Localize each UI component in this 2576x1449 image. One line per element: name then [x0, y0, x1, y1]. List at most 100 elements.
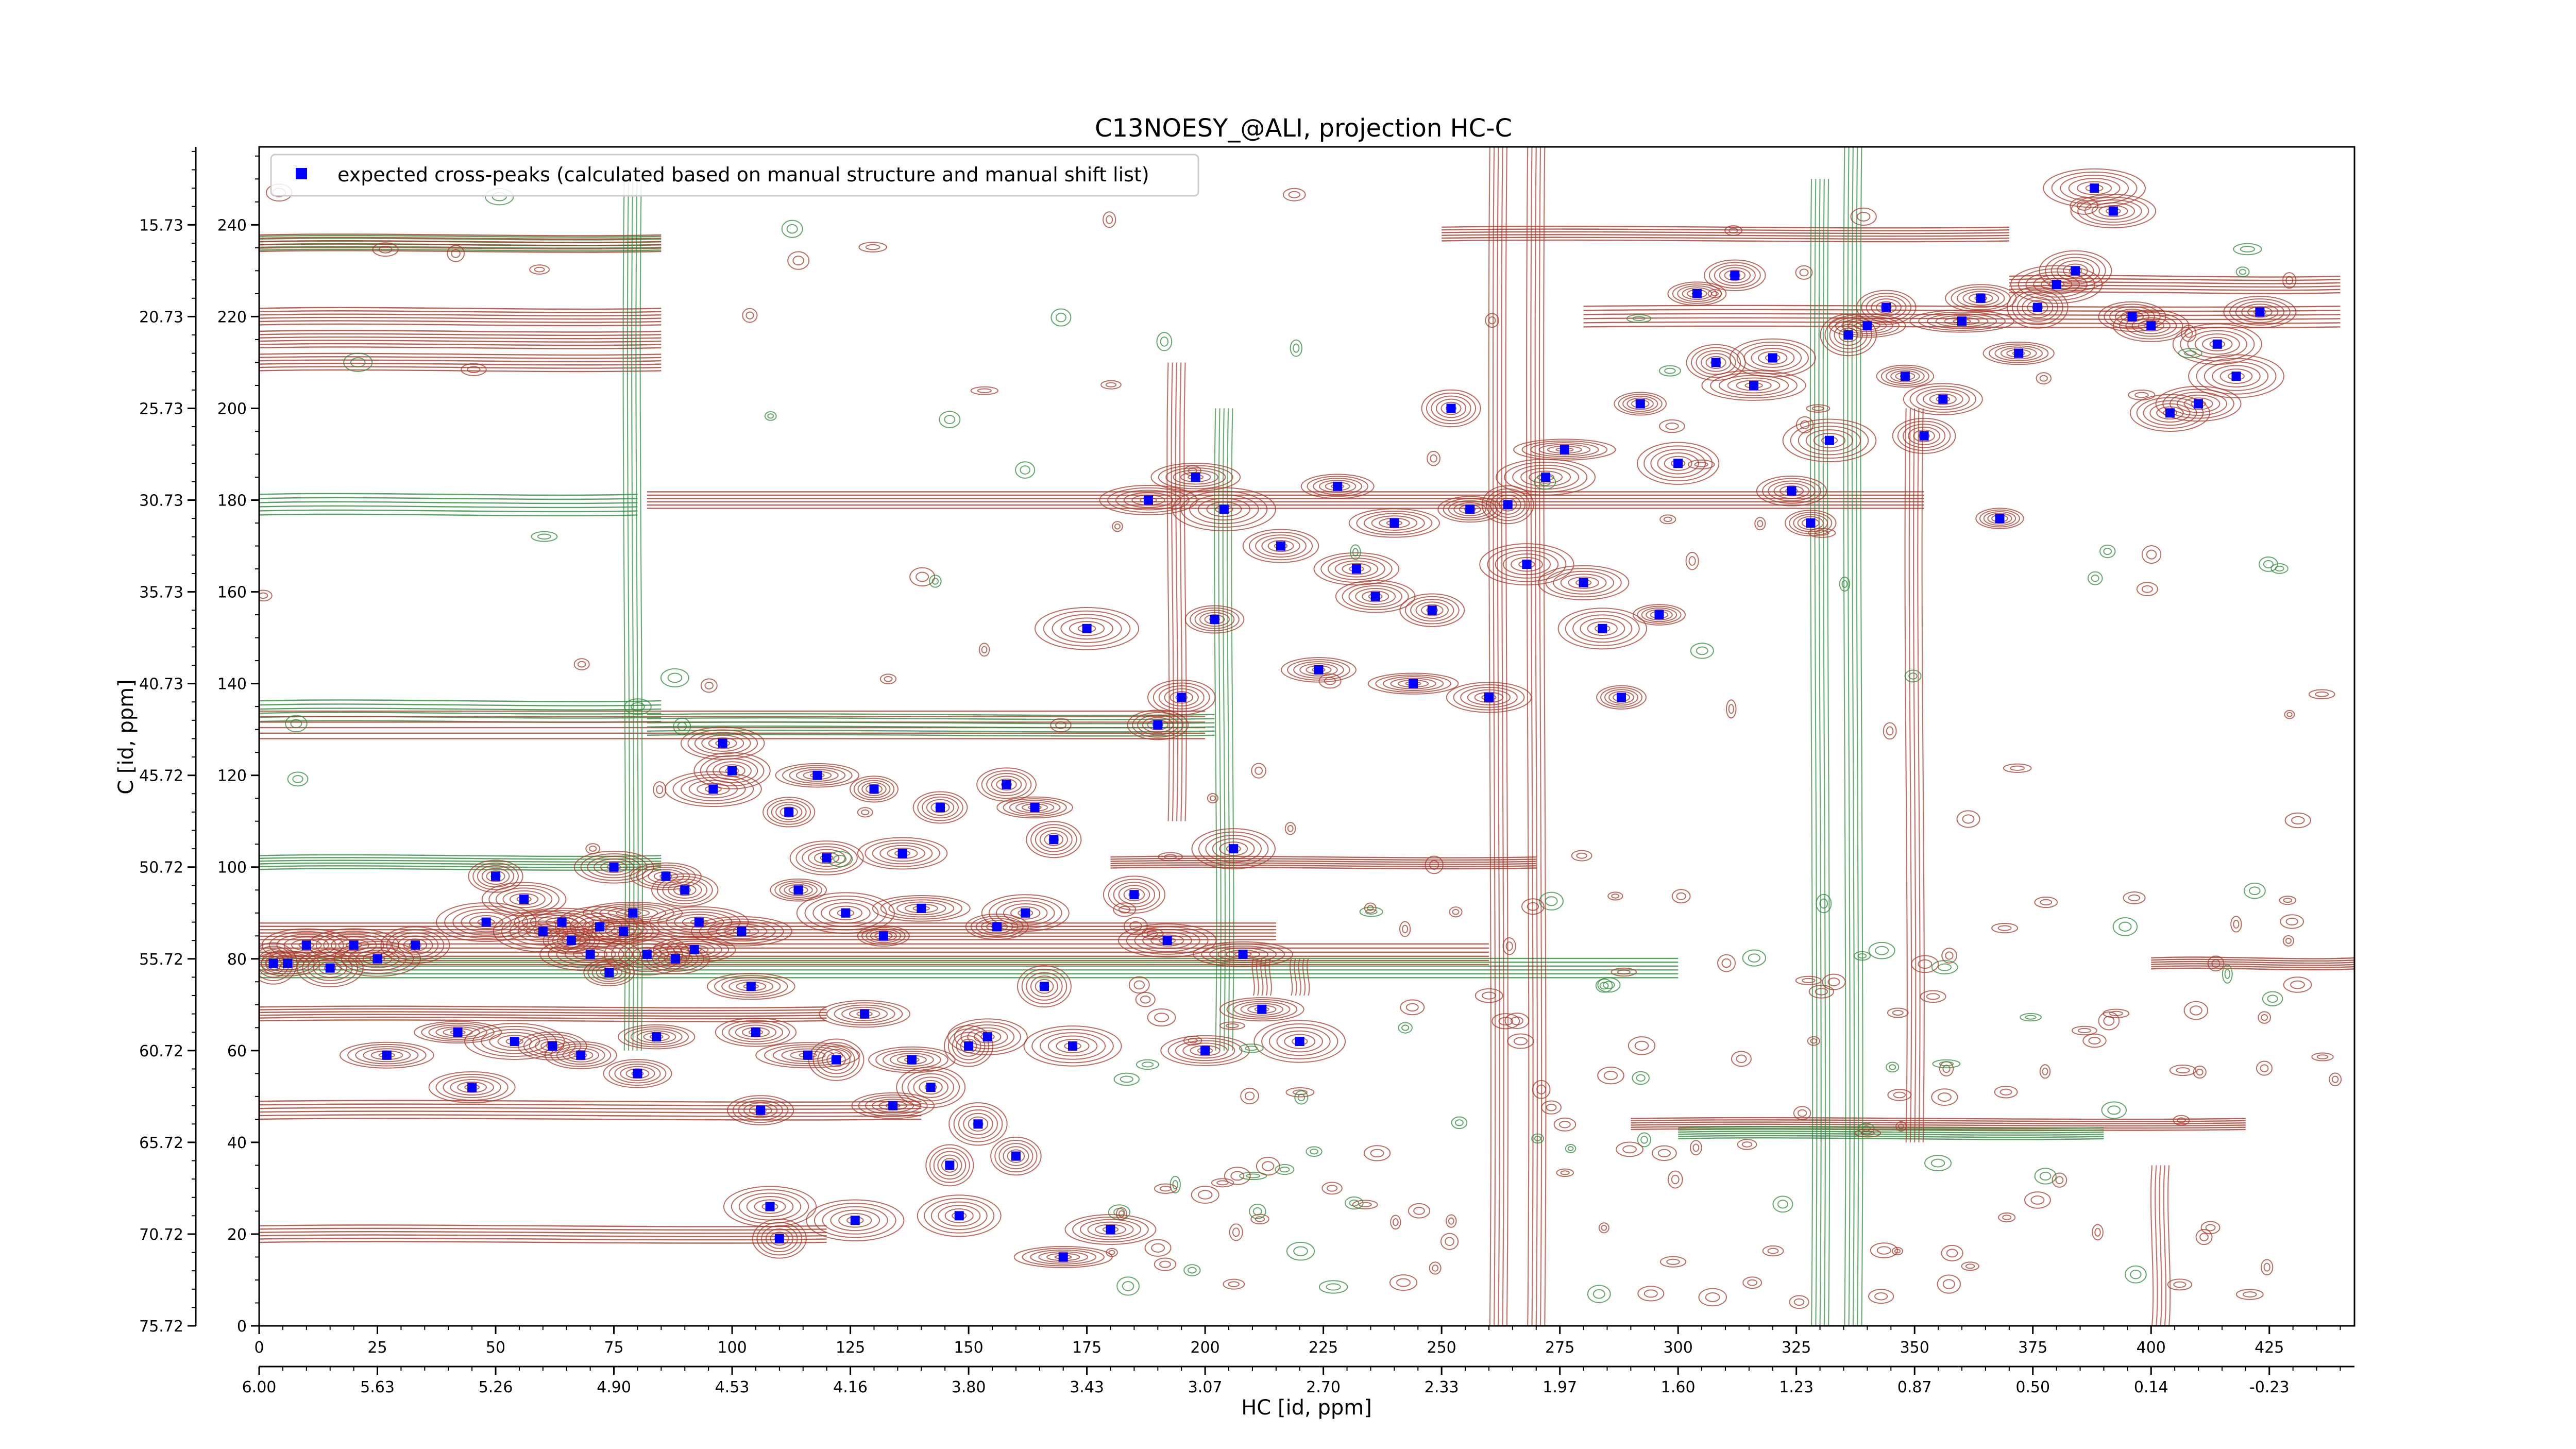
- contour-peak: [673, 884, 697, 896]
- contour-noise: [2002, 1215, 2012, 1220]
- contour-peak: [1909, 385, 1977, 413]
- x-ppm-tick-label: 5.26: [479, 1378, 513, 1396]
- contour-noise: [2180, 325, 2197, 342]
- contour-peak: [1704, 259, 1766, 292]
- contour-peak: [2223, 296, 2297, 328]
- contour-noise: [1284, 822, 1296, 835]
- contour-streak: [259, 246, 662, 250]
- contour-streak: [1260, 958, 1264, 996]
- contour-noise: [1946, 1249, 1958, 1258]
- contour-noise: [1164, 854, 1177, 860]
- contour-noise: [1154, 1013, 1170, 1022]
- contour-noise: [1020, 465, 1030, 475]
- contour-noise: [931, 578, 939, 585]
- contour-streak: [1218, 408, 1222, 1051]
- contour-peak: [861, 926, 906, 945]
- contour-noise: [2261, 1014, 2268, 1021]
- contour-streak: [1543, 147, 1547, 1326]
- contour-peak: [1790, 422, 1869, 459]
- contour-peak: [2183, 397, 2213, 410]
- contour-peak: [849, 776, 899, 803]
- contour-noise: [1636, 1074, 1646, 1082]
- contour-peak: [1520, 467, 1571, 487]
- contour-peak: [1132, 712, 1184, 738]
- contour-noise: [2010, 765, 2025, 771]
- x-ppm-tick-label: 2.33: [1425, 1378, 1459, 1396]
- contour-noise: [1114, 523, 1121, 530]
- contour-peak: [435, 1074, 509, 1101]
- contour-noise: [1800, 420, 1810, 430]
- contour-peak: [2194, 333, 2240, 355]
- cross-peak-marker: [633, 1069, 642, 1079]
- contour-noise: [2258, 1011, 2272, 1024]
- contour-peak: [841, 1006, 888, 1021]
- y-ppm-tick-label: 55.72: [139, 951, 183, 969]
- cross-peak-marker: [1082, 624, 1092, 633]
- contour-peak: [2125, 314, 2177, 337]
- contour-peak: [1758, 351, 1788, 365]
- contour-peak: [721, 1020, 790, 1045]
- contour-noise: [2183, 1001, 2209, 1020]
- contour-noise: [1118, 905, 1131, 914]
- contour-peak: [925, 1144, 974, 1187]
- contour-peak: [1604, 689, 1638, 706]
- contour-peak: [1194, 610, 1235, 629]
- cross-peak-marker: [1749, 380, 1759, 390]
- contour-noise: [588, 846, 597, 852]
- contour-noise: [1521, 898, 1545, 915]
- contour-noise: [1868, 941, 1895, 959]
- contour-streak: [1171, 362, 1174, 821]
- contour-streak: [1442, 237, 2009, 240]
- contour-peak: [1987, 513, 2012, 524]
- contour-peak: [2070, 194, 2157, 228]
- contour-noise: [1941, 1244, 1963, 1261]
- cross-peak-marker: [888, 1101, 898, 1110]
- y-ppm-tick-label: 40.73: [139, 676, 183, 694]
- contour-peak: [872, 842, 933, 865]
- contour-noise: [1545, 896, 1558, 906]
- contour-peak: [1667, 281, 1727, 306]
- contour-peak: [1379, 517, 1410, 529]
- contour-peak: [1226, 999, 1298, 1020]
- contour-noise: [1898, 1123, 1904, 1130]
- contour-peak: [883, 1051, 941, 1069]
- cross-peak-marker: [268, 958, 278, 968]
- contour-noise: [1945, 951, 1954, 960]
- contour-peak: [1892, 417, 1956, 454]
- contour-peak: [259, 942, 298, 985]
- contour-noise: [1816, 894, 1832, 914]
- contour-noise: [2261, 1259, 2274, 1276]
- contour-streak: [647, 490, 1924, 494]
- contour-peak: [1782, 418, 1877, 463]
- contour-noise: [1352, 1200, 1378, 1209]
- contour-peak: [865, 1097, 921, 1115]
- contour-peak: [1118, 885, 1150, 905]
- contour-peak: [857, 780, 891, 799]
- contour-noise: [2195, 1229, 2213, 1245]
- contour-streak: [259, 243, 662, 246]
- contour-peak: [428, 1071, 516, 1104]
- contour-peak: [968, 1116, 989, 1132]
- contour-peak: [1362, 591, 1389, 602]
- contour-noise: [2311, 1052, 2334, 1062]
- contour-noise: [1401, 1024, 1410, 1031]
- contour-noise: [1445, 1237, 1454, 1246]
- contour-noise: [1601, 1225, 1607, 1231]
- contour-peak: [355, 1046, 419, 1065]
- contour-noise: [1811, 406, 1825, 411]
- contour-streak: [259, 1107, 922, 1110]
- cross-peak-marker: [538, 926, 548, 936]
- cross-peak-marker: [945, 1160, 955, 1170]
- contour-noise: [1807, 1036, 1820, 1046]
- contour-noise: [1870, 1242, 1898, 1258]
- contour-peak: [1650, 449, 1706, 478]
- contour-peak: [1453, 684, 1525, 711]
- contour-peak: [1494, 495, 1521, 515]
- contour-noise: [2003, 763, 2032, 773]
- contour-noise: [1657, 1149, 1671, 1157]
- contour-peak: [1614, 392, 1667, 416]
- contour-peak: [994, 1140, 1038, 1173]
- contour-noise: [1632, 316, 1646, 321]
- contour-noise: [1607, 891, 1623, 901]
- contour-peak: [924, 1198, 995, 1234]
